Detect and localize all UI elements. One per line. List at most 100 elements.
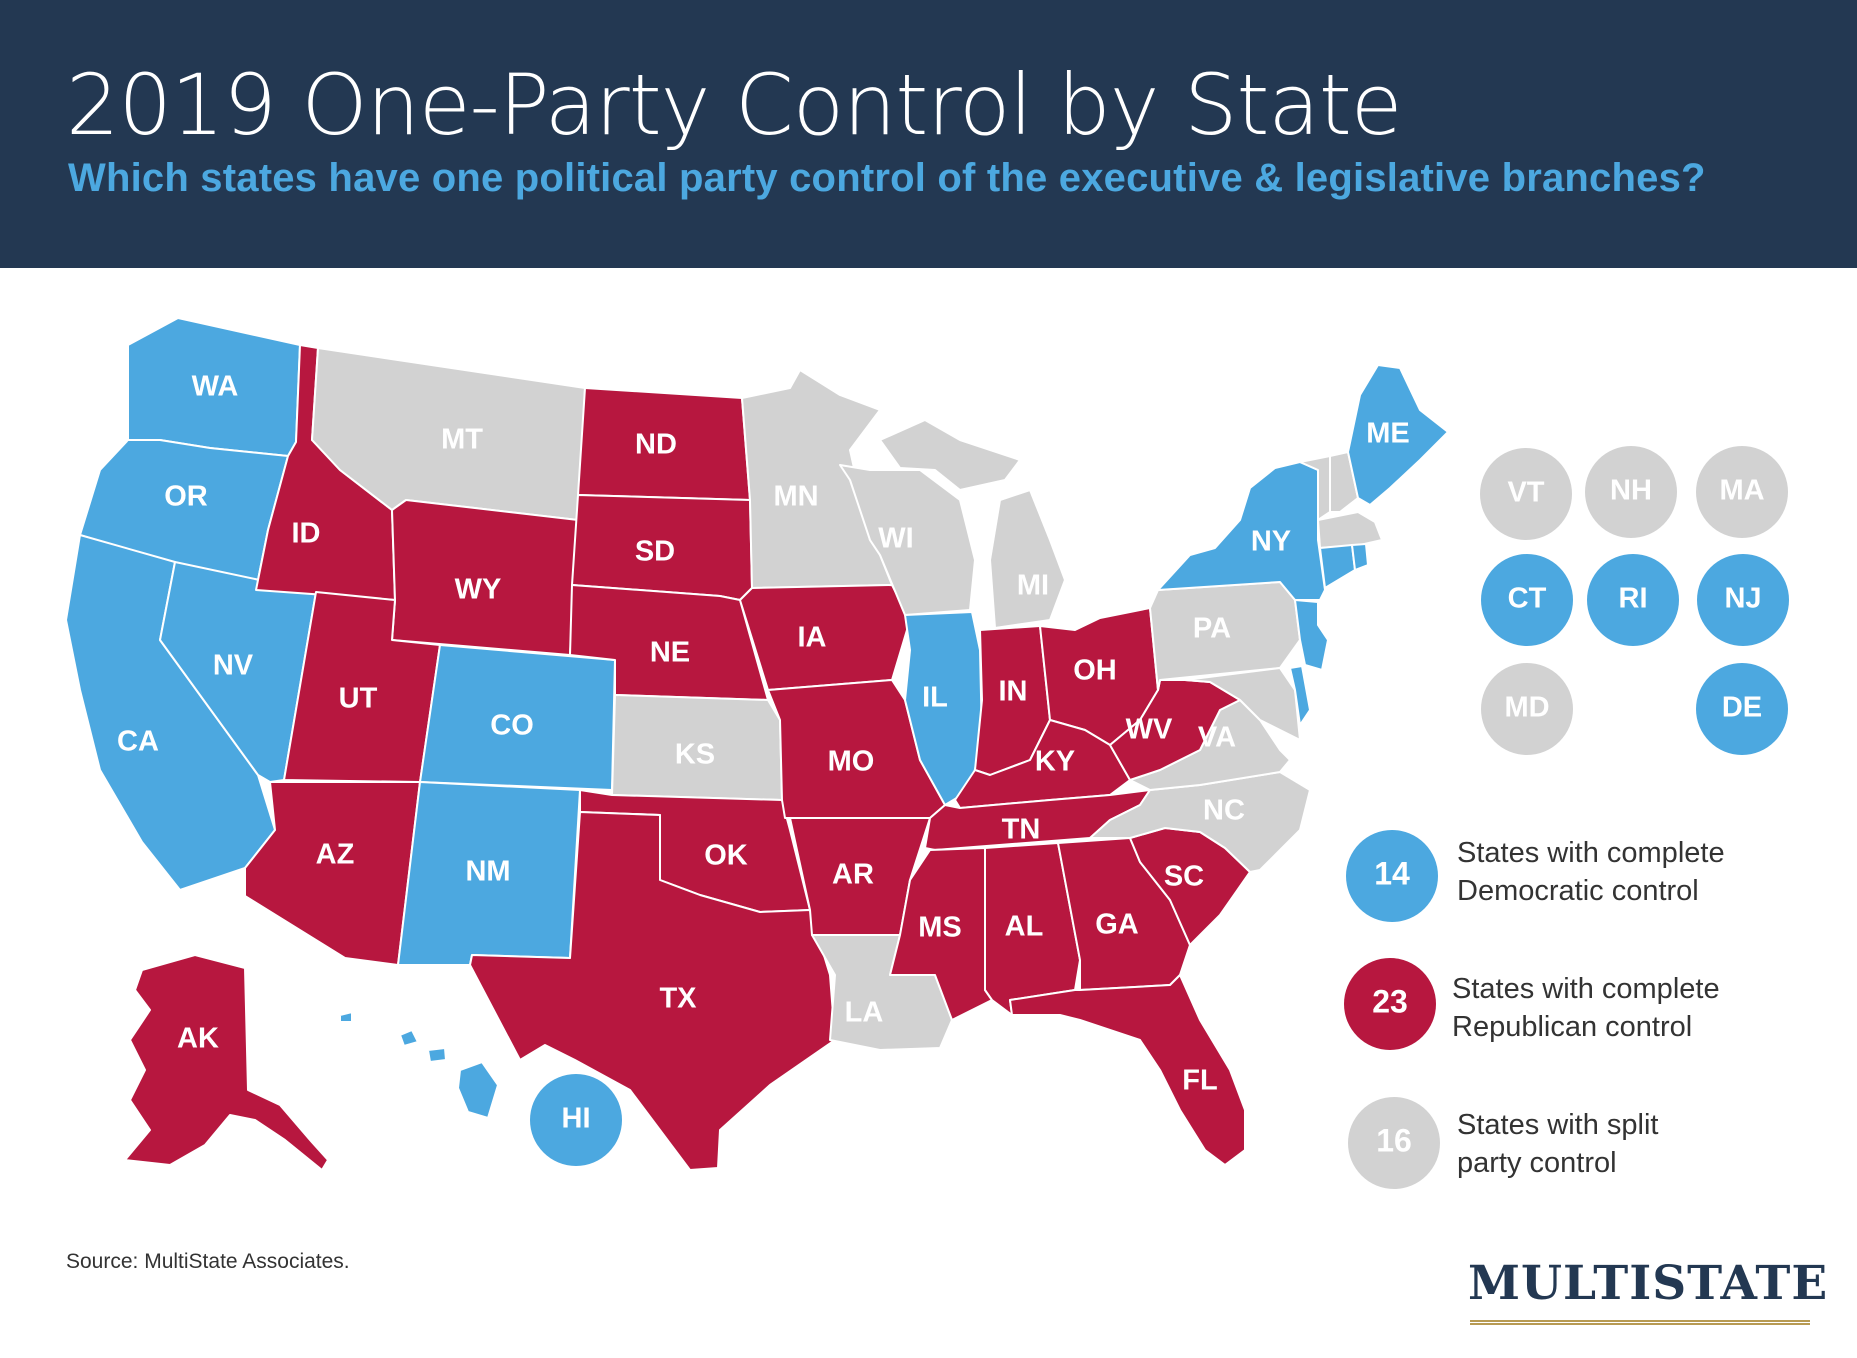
state-HI-islands [339, 1011, 499, 1119]
legend-text-split-line2: party control [1457, 1147, 1617, 1179]
page-subtitle: Which states have one political party co… [68, 156, 1706, 200]
logo-accent-line [1470, 1320, 1810, 1322]
state-FL [1009, 974, 1246, 1166]
legend-count-democratic: 14 [1374, 855, 1410, 891]
label-AZ: AZ [316, 839, 355, 871]
label-PA: PA [1193, 613, 1231, 645]
page-title: 2019 One-Party Control by State [66, 56, 1402, 154]
label-CO: CO [490, 710, 534, 742]
state-NJ-shape [1294, 599, 1329, 671]
label-AR: AR [832, 859, 874, 891]
state-MA-shape [1317, 511, 1383, 549]
state-HI-circle [530, 1074, 622, 1166]
small-state-RI-label: RI [1619, 583, 1648, 615]
state-AK [124, 954, 329, 1171]
legend-swatch-democratic [1346, 830, 1438, 922]
label-TN: TN [1002, 814, 1041, 846]
label-MT: MT [441, 424, 483, 456]
small-state-RI-circle [1587, 554, 1679, 646]
state-labels: WA OR CA NV ID MT WY UT AZ CO NM ND SD N… [117, 371, 1410, 1097]
state-TX [469, 811, 836, 1171]
label-SD: SD [635, 536, 675, 568]
label-UT: UT [339, 683, 378, 715]
label-OH: OH [1073, 655, 1117, 687]
small-state-NJ-label: NJ [1724, 583, 1761, 615]
legend-item-republican: 23 States with complete Republican contr… [1344, 958, 1720, 1050]
legend-count-republican: 23 [1372, 983, 1408, 1019]
legend-text-democratic-line2: Democratic control [1457, 875, 1699, 907]
label-LA: LA [845, 997, 884, 1029]
label-IN: IN [999, 676, 1028, 708]
small-state-MA-label: MA [1719, 475, 1764, 507]
legend-swatch-republican [1344, 958, 1436, 1050]
small-state-VT-circle [1480, 448, 1572, 540]
label-IA: IA [798, 622, 827, 654]
state-DE-shape [1289, 665, 1311, 726]
state-VT-shape [1299, 455, 1331, 521]
label-WA: WA [192, 371, 239, 403]
small-state-NJ-circle [1697, 554, 1789, 646]
label-OK: OK [704, 840, 748, 872]
logo-accent-line [1470, 1323, 1810, 1325]
small-state-CT-circle [1481, 554, 1573, 646]
label-ID: ID [292, 518, 321, 550]
label-IL: IL [922, 682, 948, 714]
legend: 14 States with complete Democratic contr… [1344, 830, 1725, 1189]
label-WV: WV [1126, 714, 1173, 746]
small-states-grid: VT NH MA CT RI NJ MD DE [1480, 446, 1789, 755]
legend-text-democratic-line1: States with complete [1457, 837, 1725, 869]
multistate-logo: MULTISTATE [1468, 1256, 1829, 1311]
small-state-MA-circle [1696, 446, 1788, 538]
logo-accent-lines [1470, 1320, 1810, 1327]
legend-item-democratic: 14 States with complete Democratic contr… [1346, 830, 1725, 922]
legend-text-republican-line2: Republican control [1452, 1011, 1692, 1043]
label-GA: GA [1095, 909, 1139, 941]
label-MO: MO [828, 746, 875, 778]
label-NM: NM [465, 856, 510, 888]
label-OR: OR [164, 481, 208, 513]
label-AK: AK [177, 1023, 219, 1055]
small-state-NH-label: NH [1610, 475, 1652, 507]
label-TX: TX [659, 983, 697, 1015]
label-ND: ND [635, 429, 677, 461]
small-state-VT-label: VT [1507, 477, 1544, 509]
label-KS: KS [675, 739, 715, 771]
us-map: WA OR CA NV ID MT WY UT AZ CO NM ND SD N… [65, 317, 1789, 1189]
label-NC: NC [1203, 795, 1245, 827]
small-state-MD-circle [1481, 663, 1573, 755]
legend-item-split: 16 States with split party control [1348, 1097, 1658, 1189]
label-WY: WY [455, 574, 502, 606]
label-ME: ME [1366, 418, 1410, 450]
label-NY: NY [1251, 526, 1291, 558]
label-MI: MI [1017, 570, 1049, 602]
state-RI-shape [1351, 543, 1369, 571]
label-MN: MN [773, 481, 818, 513]
state-ME [1347, 364, 1449, 506]
label-HI: HI [562, 1103, 591, 1135]
label-WI: WI [878, 523, 913, 555]
source-note: Source: MultiState Associates. [66, 1250, 350, 1273]
legend-count-split: 16 [1376, 1122, 1412, 1158]
header-banner: 2019 One-Party Control by State Which st… [0, 0, 1857, 268]
small-state-CT-label: CT [1508, 583, 1547, 615]
state-NY [1157, 461, 1326, 601]
state-MI [879, 419, 1066, 629]
label-MS: MS [918, 912, 962, 944]
label-AL: AL [1005, 911, 1044, 943]
legend-swatch-split [1348, 1097, 1440, 1189]
state-NC [1089, 771, 1311, 873]
label-CA: CA [117, 726, 159, 758]
small-state-DE-circle [1696, 663, 1788, 755]
label-KY: KY [1035, 746, 1075, 778]
small-state-DE-label: DE [1722, 692, 1762, 724]
state-AZ [244, 781, 421, 966]
state-WI [839, 464, 976, 616]
small-state-NH-circle [1585, 446, 1677, 538]
label-VA: VA [1198, 722, 1236, 754]
state-MD-shape [1184, 667, 1301, 741]
label-NE: NE [650, 637, 690, 669]
legend-text-split-line1: States with split [1457, 1109, 1658, 1141]
label-FL: FL [1182, 1065, 1217, 1097]
state-CT-shape [1319, 544, 1356, 589]
small-state-MD-label: MD [1504, 692, 1549, 724]
